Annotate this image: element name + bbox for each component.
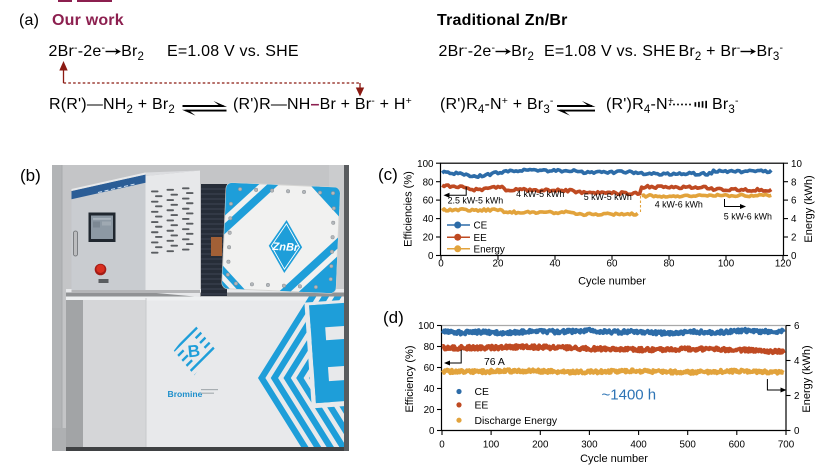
svg-text:5 kW-5 kWh: 5 kW-5 kWh <box>584 192 632 202</box>
svg-text:2: 2 <box>791 233 796 244</box>
svg-text:20: 20 <box>493 259 504 270</box>
svg-text:0: 0 <box>428 251 434 262</box>
svg-text:6: 6 <box>794 321 800 332</box>
svg-text:4: 4 <box>794 356 800 367</box>
svg-text:Cycle number: Cycle number <box>578 276 646 288</box>
svg-text:EE: EE <box>475 401 489 412</box>
svg-text:100: 100 <box>718 259 735 270</box>
svg-text:200: 200 <box>532 440 549 451</box>
svg-text:100: 100 <box>418 321 435 332</box>
svg-text:700: 700 <box>778 440 795 451</box>
svg-text:0: 0 <box>439 440 445 451</box>
svg-text:~1400 h: ~1400 h <box>602 387 657 404</box>
svg-text:B: B <box>187 341 201 361</box>
svg-text:80: 80 <box>664 259 675 270</box>
svg-text:2.5 kW-5 kWh: 2.5 kW-5 kWh <box>448 195 504 205</box>
svg-text:4: 4 <box>791 214 797 225</box>
svg-text:300: 300 <box>581 440 598 451</box>
svg-text:40: 40 <box>423 214 434 225</box>
svg-text:40: 40 <box>424 384 435 395</box>
svg-text:100: 100 <box>417 159 434 170</box>
svg-text:60: 60 <box>423 196 434 207</box>
svg-text:EE: EE <box>474 233 488 244</box>
svg-text:Energy (kWh): Energy (kWh) <box>803 175 815 242</box>
svg-text:600: 600 <box>729 440 746 451</box>
svg-text:8: 8 <box>791 177 797 188</box>
svg-text:4 kW-5 kWh: 4 kW-5 kWh <box>516 189 564 199</box>
svg-text:Efficiencies (%): Efficiencies (%) <box>403 171 415 247</box>
svg-text:0: 0 <box>794 426 800 437</box>
svg-text:60: 60 <box>424 363 435 374</box>
svg-text:0: 0 <box>791 251 797 262</box>
svg-text:4 kW-6 kWh: 4 kW-6 kWh <box>655 199 703 209</box>
svg-text:Efficiency (%): Efficiency (%) <box>404 345 416 412</box>
svg-text:Energy (kWh): Energy (kWh) <box>801 345 813 412</box>
svg-text:500: 500 <box>680 440 697 451</box>
svg-text:10: 10 <box>791 159 802 170</box>
svg-text:2: 2 <box>794 391 799 402</box>
svg-text:0: 0 <box>438 259 444 270</box>
svg-text:Discharge Energy: Discharge Energy <box>475 416 558 427</box>
svg-text:100: 100 <box>483 440 500 451</box>
svg-text:ZnBr: ZnBr <box>271 241 299 254</box>
svg-text:Energy: Energy <box>474 244 505 255</box>
svg-text:20: 20 <box>423 233 434 244</box>
svg-text:76 A: 76 A <box>484 357 505 368</box>
svg-text:60: 60 <box>607 259 618 270</box>
svg-text:CE: CE <box>474 221 488 232</box>
svg-text:6: 6 <box>791 196 797 207</box>
svg-text:Cycle number: Cycle number <box>580 453 648 465</box>
svg-text:400: 400 <box>630 440 647 451</box>
svg-text:20: 20 <box>424 405 435 416</box>
svg-text:40: 40 <box>550 259 561 270</box>
svg-text:120: 120 <box>775 259 792 270</box>
svg-text:80: 80 <box>424 342 435 353</box>
svg-text:Bromine: Bromine <box>168 389 203 399</box>
svg-text:0: 0 <box>429 426 435 437</box>
svg-text:CE: CE <box>475 387 490 398</box>
svg-text:5 kW-6 kWh: 5 kW-6 kWh <box>724 212 772 222</box>
svg-text:80: 80 <box>423 177 434 188</box>
